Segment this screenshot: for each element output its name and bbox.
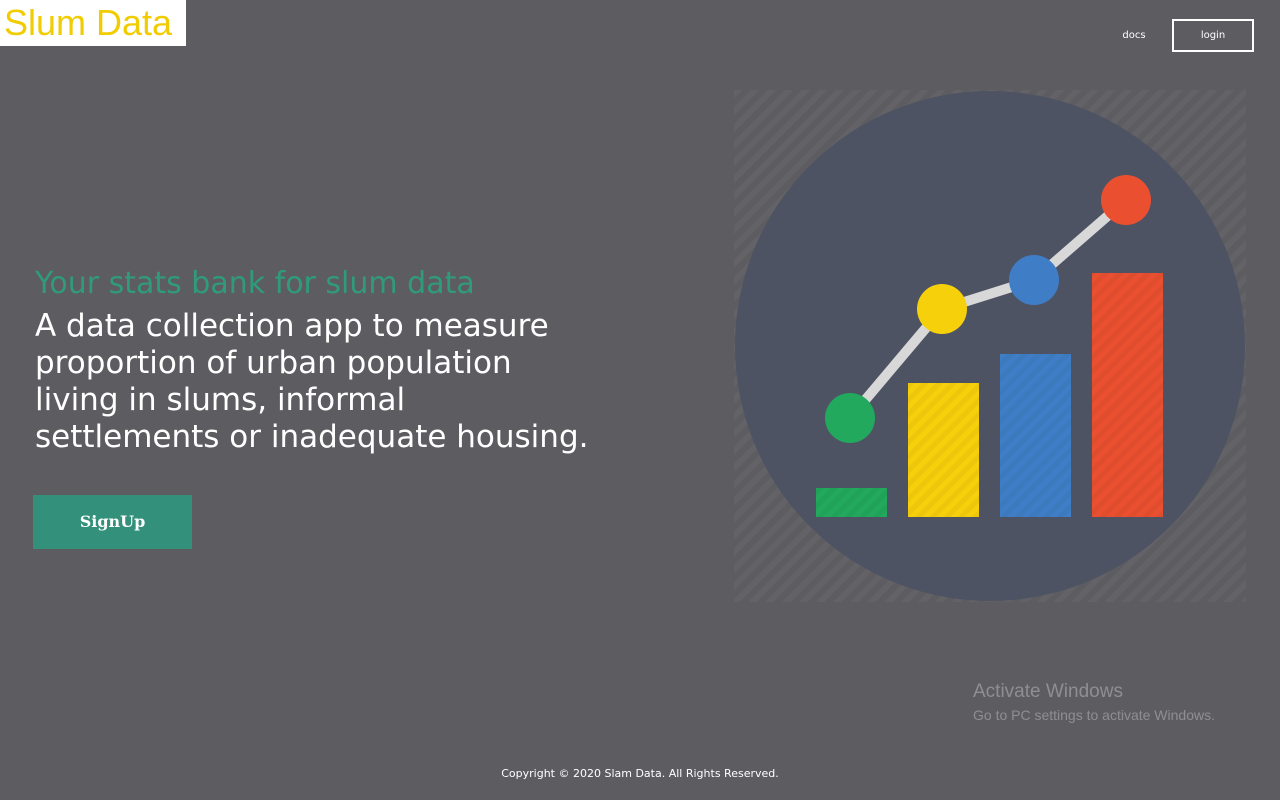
brand-logo[interactable]: Slum Data	[0, 0, 186, 46]
trend-point-green	[825, 393, 875, 443]
signup-button[interactable]: SignUp	[33, 495, 192, 549]
hero-tagline: Your stats bank for slum data	[35, 266, 475, 301]
trend-point-red	[1101, 175, 1151, 225]
activate-windows-title: Activate Windows	[973, 681, 1123, 702]
trend-line	[845, 195, 1131, 423]
illustration-bars	[816, 273, 1163, 517]
hero-description: A data collection app to measure proport…	[35, 308, 589, 455]
illustration-bar-texture	[1092, 273, 1163, 517]
activate-windows-subtitle: Go to PC settings to activate Windows.	[973, 707, 1215, 723]
illustration-bar-texture	[908, 383, 979, 517]
trend-point-yellow	[917, 284, 967, 334]
illustration-circle	[735, 91, 1245, 601]
docs-link[interactable]: docs	[1122, 30, 1146, 41]
login-button[interactable]: login	[1172, 19, 1254, 52]
trend-point-blue	[1009, 255, 1059, 305]
growth-chart-icon	[734, 90, 1246, 602]
footer-copyright: Copyright © 2020 Slam Data. All Rights R…	[501, 767, 779, 780]
illustration-bar-texture	[1000, 354, 1071, 517]
illustration-bar-texture	[816, 488, 887, 517]
